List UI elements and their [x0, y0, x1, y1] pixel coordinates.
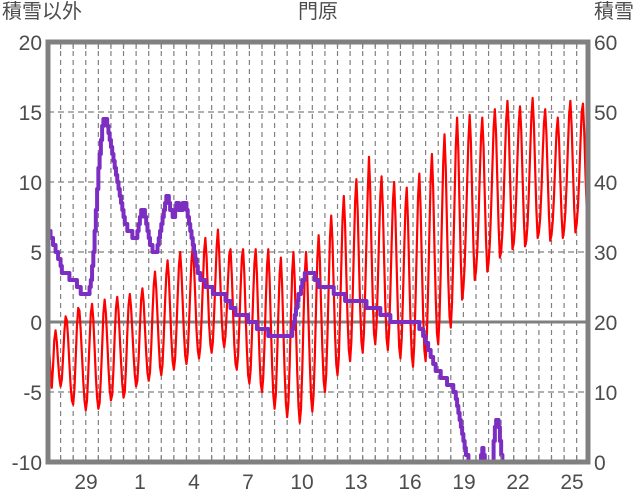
x-tick-7: 19: [452, 471, 476, 494]
x-tick-0: 29: [74, 471, 98, 494]
series-line-snowdepth: [46, 117, 590, 464]
y-tick-left-6: -10: [11, 452, 42, 475]
y-tick-left-5: -5: [23, 382, 42, 405]
series-line-temperature: [46, 96, 590, 424]
x-tick-9: 25: [560, 471, 584, 494]
y-tick-left-2: 10: [18, 172, 42, 195]
y-tick-left-4: 0: [30, 312, 42, 335]
y-tick-right-4: 20: [594, 312, 618, 335]
y-tick-right-5: 10: [594, 382, 618, 405]
x-tick-3: 7: [242, 471, 254, 494]
y-tick-left-1: 15: [18, 102, 42, 125]
x-tick-5: 13: [344, 471, 368, 494]
x-tick-8: 22: [506, 471, 530, 494]
y-tick-right-0: 60: [594, 32, 618, 55]
right-axis-unit-label: 積雪: [594, 1, 634, 23]
y-tick-right-2: 40: [594, 172, 618, 195]
x-tick-6: 16: [398, 471, 422, 494]
y-tick-right-1: 50: [594, 102, 618, 125]
left-axis-unit-label: 積雪以外: [2, 1, 82, 23]
y-tick-left-3: 5: [30, 242, 42, 265]
y-tick-left-0: 20: [18, 32, 42, 55]
x-tick-4: 10: [290, 471, 314, 494]
plot-frame: [45, 39, 591, 465]
y-tick-right-6: 0: [594, 452, 606, 475]
x-tick-2: 4: [188, 471, 200, 494]
y-tick-right-3: 30: [594, 242, 618, 265]
x-tick-1: 1: [134, 471, 146, 494]
page-title: 門原: [298, 1, 338, 23]
